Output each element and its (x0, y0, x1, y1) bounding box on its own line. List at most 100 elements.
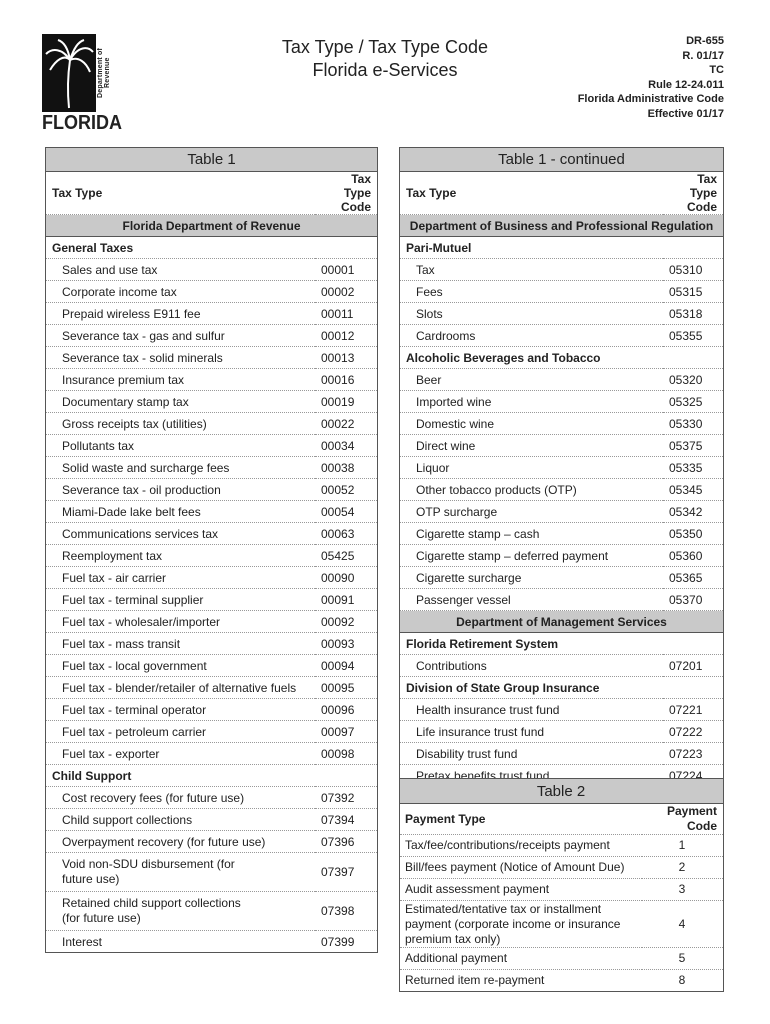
row-code: 00001 (315, 258, 378, 281)
row-code: 00038 (315, 456, 378, 479)
row-label: Insurance premium tax (45, 368, 315, 391)
section-row: Child Support (45, 764, 378, 787)
row-label: Tax/fee/contributions/receipts payment (399, 834, 642, 857)
row-label: Cardrooms (399, 324, 663, 347)
table-row: Fuel tax - exporter 00098 (45, 742, 378, 765)
table-row: Life insurance trust fund 07222 (399, 720, 724, 743)
table-row: Estimated/tentative tax or installment p… (399, 900, 724, 948)
section-row: Alcoholic Beverages and Tobacco (399, 346, 724, 369)
section-name: Division of State Group Insurance (399, 676, 724, 699)
row-code: 00011 (315, 302, 378, 325)
section-name: Florida Retirement System (399, 632, 724, 655)
column-header-code: Payment Code (642, 803, 724, 835)
row-label: Disability trust fund (399, 742, 663, 765)
table-1: Table 1 Tax Type Tax Type Code Florida Depa… (45, 147, 378, 953)
table-row: Tax/fee/contributions/receipts payment 1 (399, 834, 724, 857)
table-row: Fuel tax - terminal operator 00096 (45, 698, 378, 721)
column-header-row: Tax Type Tax Type Code (399, 171, 724, 215)
row-label: Direct wine (399, 434, 663, 457)
row-label: OTP surcharge (399, 500, 663, 523)
table-row: Beer 05320 (399, 368, 724, 391)
row-code: 05355 (663, 324, 724, 347)
table-row: Audit assessment payment 3 (399, 878, 724, 901)
row-code: 05350 (663, 522, 724, 545)
row-label: Fuel tax - air carrier (45, 566, 315, 589)
table-row: Bill/fees payment (Notice of Amount Due)… (399, 856, 724, 879)
table-row: Severance tax - gas and sulfur 00012 (45, 324, 378, 347)
row-label: Audit assessment payment (399, 878, 642, 901)
row-label: Other tobacco products (OTP) (399, 478, 663, 501)
table-row: Passenger vessel 05370 (399, 588, 724, 611)
row-label: Cigarette surcharge (399, 566, 663, 589)
table-row: Contributions 07201 (399, 654, 724, 677)
section-row: General Taxes (45, 236, 378, 259)
table-caption-row: Table 1 - continued (399, 147, 724, 172)
row-code: 00022 (315, 412, 378, 435)
table-row: Retained child support collections (for … (45, 891, 378, 931)
section-name: Child Support (45, 764, 378, 787)
table-row: Communications services tax 00063 (45, 522, 378, 545)
row-code: 05330 (663, 412, 724, 435)
column-header-type: Tax Type (399, 171, 663, 215)
title-line-1: Tax Type / Tax Type Code (281, 37, 489, 57)
form-rule: Rule 12-24.011 (648, 78, 724, 91)
row-label: Fuel tax - local government (45, 654, 315, 677)
form-effective: Effective 01/17 (647, 107, 724, 120)
row-code: 05342 (663, 500, 724, 523)
table-row: Cigarette surcharge 05365 (399, 566, 724, 589)
row-code: 05325 (663, 390, 724, 413)
form-info: DR-655 R. 01/17 TC Rule 12-24.011 Florid… (578, 34, 724, 121)
department-name: Florida Department of Revenue (45, 214, 378, 237)
logo-department-text: Department of Revenue (97, 47, 111, 99)
table-row: Fuel tax - local government 00094 (45, 654, 378, 677)
row-code: 05335 (663, 456, 724, 479)
row-code: 05370 (663, 588, 724, 611)
section-row: Pari-Mutuel (399, 236, 724, 259)
row-label: Imported wine (399, 390, 663, 413)
row-code: 07223 (663, 742, 724, 765)
row-label: Cost recovery fees (for future use) (45, 786, 315, 809)
row-code: 4 (642, 900, 724, 948)
table-caption-row: Table 2 (399, 778, 724, 804)
row-code: 07397 (315, 852, 378, 892)
table-row: Other tobacco products (OTP) 05345 (399, 478, 724, 501)
table-row: Additional payment 5 (399, 947, 724, 970)
table-1-continued: Table 1 - continued Tax Type Tax Type Code… (399, 147, 724, 787)
row-label: Estimated/tentative tax or installment p… (399, 900, 642, 948)
row-label: Liquor (399, 456, 663, 479)
row-code: 00093 (315, 632, 378, 655)
row-code: 05318 (663, 302, 724, 325)
table-row: Liquor 05335 (399, 456, 724, 479)
row-code: 00094 (315, 654, 378, 677)
row-label: Severance tax - gas and sulfur (45, 324, 315, 347)
row-label: Interest (45, 930, 315, 953)
row-code: 05360 (663, 544, 724, 567)
section-name: General Taxes (45, 236, 378, 259)
table-row: Cardrooms 05355 (399, 324, 724, 347)
row-code: 05310 (663, 258, 724, 281)
row-label: Miami-Dade lake belt fees (45, 500, 315, 523)
table-row: OTP surcharge 05342 (399, 500, 724, 523)
row-label: Fees (399, 280, 663, 303)
row-label: Beer (399, 368, 663, 391)
table-row: Fuel tax - air carrier 00090 (45, 566, 378, 589)
table-row: Severance tax - oil production 00052 (45, 478, 378, 501)
row-code: 07396 (315, 830, 378, 853)
row-label: Gross receipts tax (utilities) (45, 412, 315, 435)
row-label: Tax (399, 258, 663, 281)
column-header-row: Payment Type Payment Code (399, 803, 724, 835)
row-label: Cigarette stamp – cash (399, 522, 663, 545)
table-row: Reemployment tax 05425 (45, 544, 378, 567)
table-row: Imported wine 05325 (399, 390, 724, 413)
department-name: Department of Management Services (399, 610, 724, 633)
table-caption: Table 1 (45, 147, 378, 172)
table-row: Severance tax - solid minerals 00013 (45, 346, 378, 369)
table-2: Table 2 Payment Type Payment Code Tax/fee/c… (399, 778, 724, 992)
department-row: Department of Business and Professional … (399, 214, 724, 237)
row-code: 07398 (315, 891, 378, 931)
table-row: Slots 05318 (399, 302, 724, 325)
table-row: Pollutants tax 00034 (45, 434, 378, 457)
row-code: 5 (642, 947, 724, 970)
column-header-type: Payment Type (399, 803, 642, 835)
table-row: Disability trust fund 07223 (399, 742, 724, 765)
